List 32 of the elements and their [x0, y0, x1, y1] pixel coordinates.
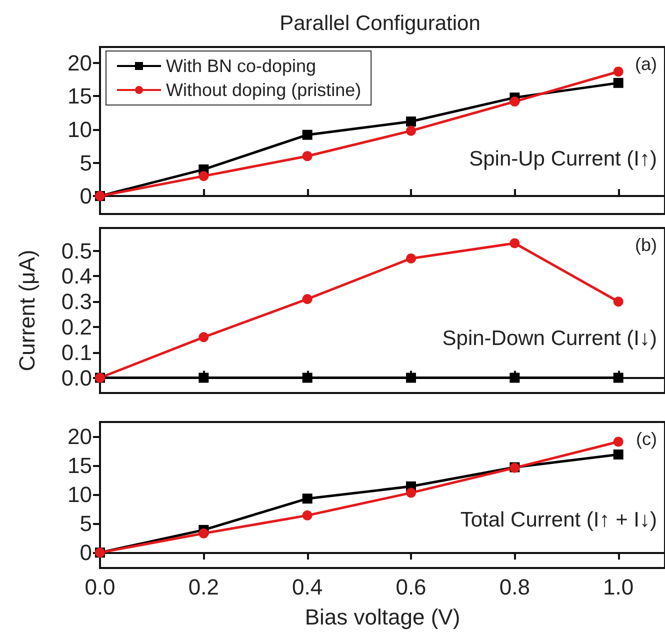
x-tick-label: 0.2	[188, 574, 219, 600]
y-tick-label: 10	[68, 117, 92, 142]
legend-label: Without doping (pristine)	[166, 80, 362, 100]
y-tick-label: 0	[80, 184, 92, 209]
x-tick-label: 0.8	[499, 574, 530, 600]
annotation: Total Current (I↑ + I↓)	[460, 508, 657, 532]
y-tick-label: 5	[80, 511, 92, 536]
y-tick-label: 0.1	[61, 340, 92, 365]
y-tick-label: 0	[80, 540, 92, 566]
annotation: Spin-Up Current (I↑)	[469, 148, 658, 171]
x-tick-label: 0.4	[292, 574, 323, 600]
annotation: Spin-Down Current (I↓)	[442, 327, 658, 350]
annotation: (a)	[635, 54, 657, 74]
annotation: (b)	[635, 235, 657, 255]
y-tick-label: 5	[80, 150, 92, 176]
annotation: (c)	[636, 429, 658, 449]
y-axis-title: Current (μA)	[14, 250, 40, 372]
y-tick-label: 0.0	[61, 365, 92, 390]
y-tick-label: 15	[68, 453, 92, 478]
y-tick-label: 0.4	[61, 264, 92, 289]
x-tick-label: 1.0	[603, 574, 634, 600]
y-tick-label: 0.2	[61, 314, 92, 340]
y-tick-label: 20	[68, 424, 92, 450]
y-tick-label: 15	[68, 84, 92, 109]
legend-label: With BN co-doping	[166, 56, 316, 76]
x-axis-title: Bias voltage (V)	[304, 604, 460, 630]
y-tick-label: 20	[68, 50, 92, 76]
y-tick-label: 0.5	[61, 238, 92, 264]
y-tick-label: 10	[68, 482, 92, 508]
x-tick-label: 0.6	[396, 574, 426, 600]
y-tick-label: 0.3	[61, 289, 92, 314]
chart-title: Parallel Configuration	[280, 12, 480, 35]
